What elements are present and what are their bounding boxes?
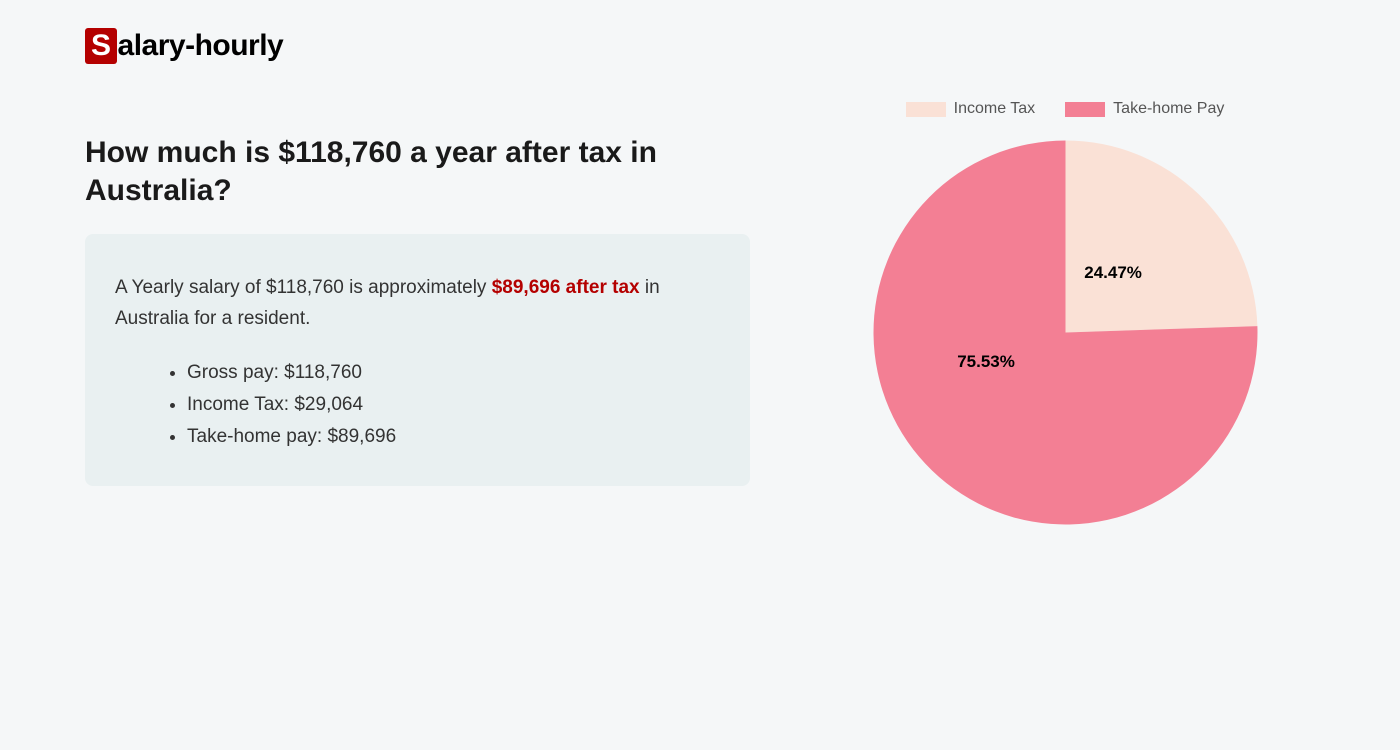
legend-swatch-take (1065, 102, 1105, 117)
chart-legend: Income Tax Take-home Pay (830, 100, 1300, 118)
summary-highlight: $89,696 after tax (492, 277, 640, 298)
pct-label-take: 75.53% (957, 352, 1015, 372)
legend-item-take: Take-home Pay (1065, 100, 1224, 118)
summary-panel: A Yearly salary of $118,760 is approxima… (85, 234, 750, 486)
pct-label-tax: 24.47% (1084, 263, 1142, 283)
list-item: Gross pay: $118,760 (187, 357, 720, 389)
breakdown-list: Gross pay: $118,760 Income Tax: $29,064 … (115, 357, 720, 454)
legend-item-tax: Income Tax (906, 100, 1036, 118)
page-title: How much is $118,760 a year after tax in… (85, 134, 725, 209)
summary-text: A Yearly salary of $118,760 is approxima… (115, 272, 720, 335)
list-item: Income Tax: $29,064 (187, 389, 720, 421)
summary-prefix: A Yearly salary of $118,760 is approxima… (115, 277, 492, 298)
site-logo: Salary-hourly (85, 28, 283, 64)
pie-chart: 24.47% 75.53% (873, 140, 1258, 525)
logo-rest: alary-hourly (118, 29, 284, 62)
logo-initial: S (85, 28, 117, 64)
list-item: Take-home pay: $89,696 (187, 421, 720, 453)
legend-swatch-tax (906, 102, 946, 117)
pie-chart-region: Income Tax Take-home Pay 24.47% 75.53% (830, 100, 1300, 525)
pie-svg (873, 140, 1258, 525)
legend-label-take: Take-home Pay (1113, 100, 1224, 118)
legend-label-tax: Income Tax (954, 100, 1036, 118)
